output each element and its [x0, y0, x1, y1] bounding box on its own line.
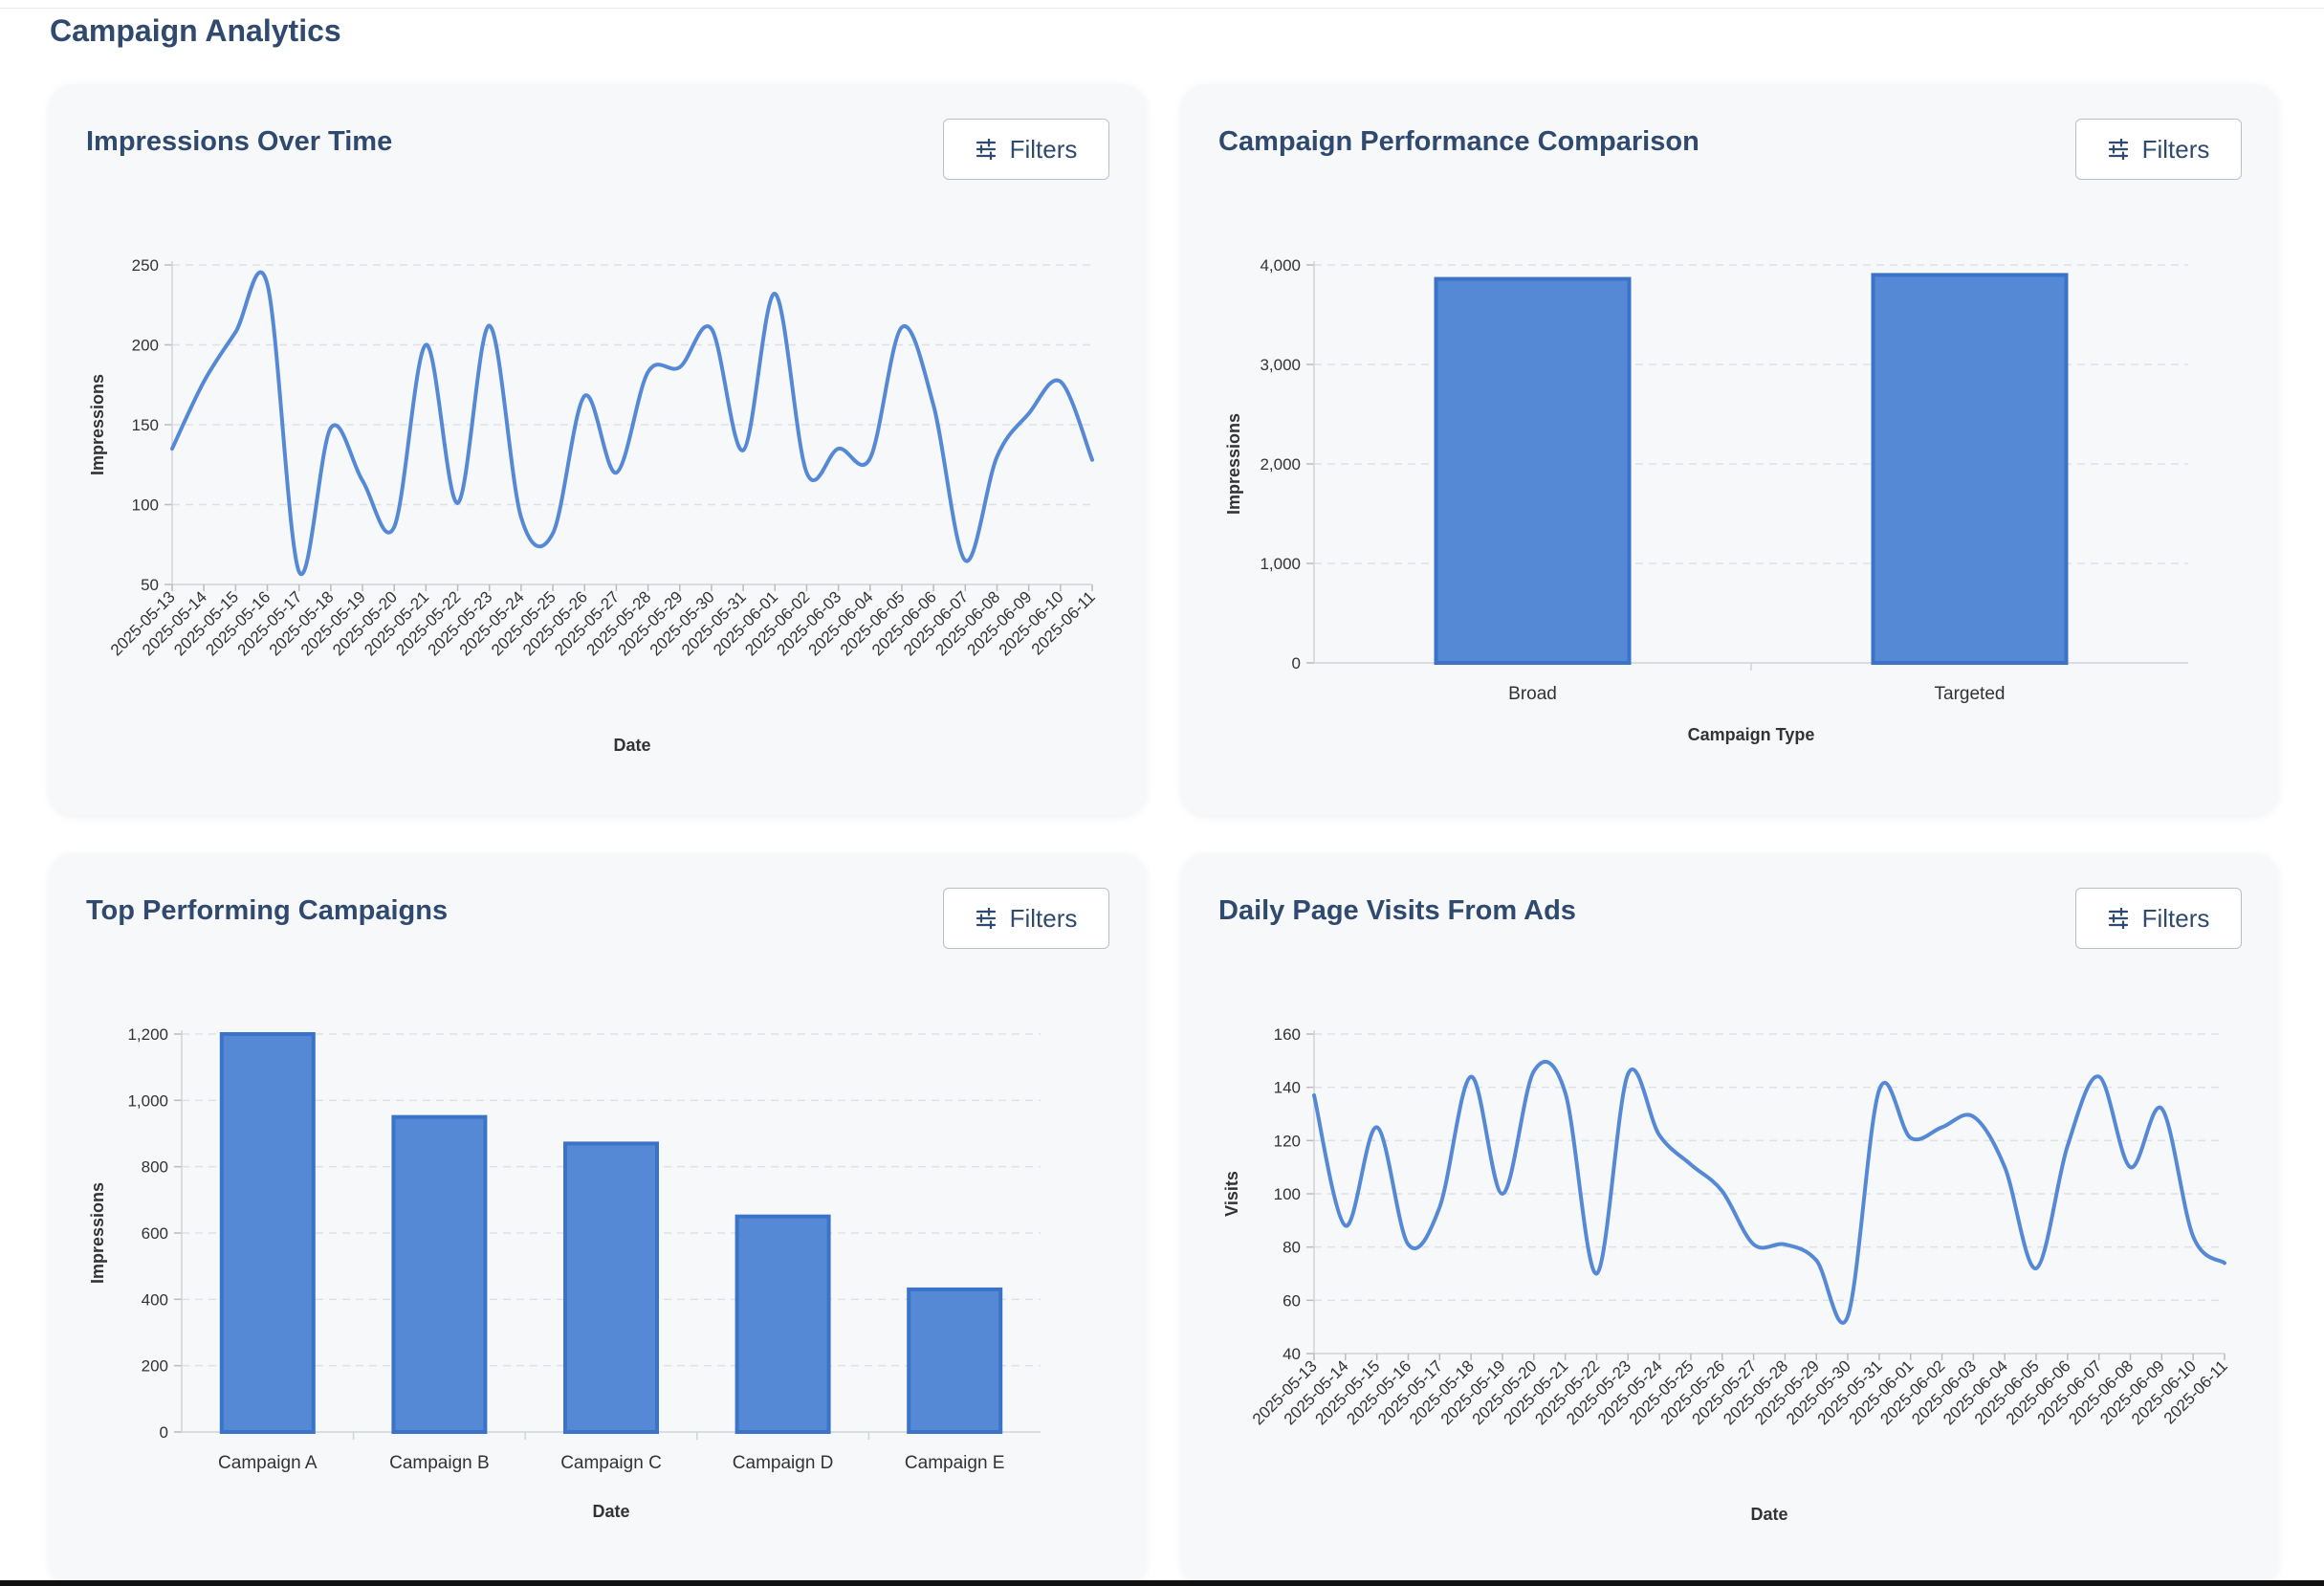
filters-button-label: Filters	[1009, 903, 1078, 933]
y-tick-label: 40	[1283, 1345, 1301, 1363]
sliders-icon	[2108, 139, 2131, 160]
sliders-icon-graphic	[2108, 908, 2128, 929]
series-line	[170, 270, 1094, 577]
y-tick-label: 120	[1274, 1132, 1301, 1150]
y-tick-label: 1,000	[127, 1091, 168, 1110]
y-tick-label: 250	[132, 256, 159, 275]
bar	[563, 1141, 659, 1434]
card-title: Daily Page Visits From Ads	[1218, 895, 1576, 926]
card-title: Impressions Over Time	[86, 126, 393, 157]
y-axis-title: Impressions	[88, 1182, 107, 1284]
sliders-icon-graphic	[976, 139, 996, 160]
x-category-label: Campaign E	[905, 1453, 1005, 1473]
bar	[1871, 273, 2069, 665]
x-axis-title: Date	[613, 736, 650, 755]
sliders-icon-graphic	[976, 908, 996, 929]
x-axis-title: Date	[1750, 1505, 1787, 1524]
y-tick-label: 0	[1292, 654, 1301, 672]
x-category-label: Campaign D	[733, 1453, 834, 1473]
bar	[734, 1214, 831, 1434]
y-tick-label: 0	[160, 1423, 168, 1442]
sliders-icon	[2108, 908, 2131, 929]
chart-card-daily-page-visits: Daily Page Visits From Ads Filters 40 60 8…	[1182, 853, 2278, 1584]
y-tick-label: 160	[1274, 1025, 1301, 1044]
y-tick-label: 800	[142, 1158, 168, 1177]
bar	[907, 1287, 1003, 1434]
x-axis-title: Campaign Type	[1688, 725, 1815, 744]
bar	[391, 1114, 488, 1434]
x-category-label: Broad	[1508, 684, 1557, 704]
y-tick-label: 2,000	[1260, 455, 1301, 474]
y-tick-label: 600	[142, 1224, 168, 1243]
y-axis-title: Impressions	[1224, 413, 1243, 515]
filters-button[interactable]: Filters	[2075, 888, 2242, 949]
page-title: Campaign Analytics	[50, 13, 341, 48]
y-tick-label: 200	[142, 1357, 168, 1376]
filters-button[interactable]: Filters	[943, 119, 1109, 180]
chart-card-impressions-over-time: Impressions Over Time Filters 50 100 150 20…	[50, 84, 1146, 815]
sliders-icon	[976, 908, 998, 929]
y-tick-label: 1,000	[1260, 555, 1301, 573]
y-tick-label: 200	[132, 337, 159, 355]
x-category-label: Campaign C	[560, 1453, 662, 1473]
campaign-type-bar-chart: 0 1,000 2,000 3,000 4,000 Broad Targeted Impres…	[1224, 256, 2188, 744]
x-category-label: Campaign B	[389, 1453, 490, 1473]
y-tick-label: 400	[142, 1290, 168, 1309]
y-tick-label: 4,000	[1260, 256, 1301, 275]
card-title: Campaign Performance Comparison	[1218, 126, 1699, 157]
y-tick-label: 60	[1283, 1291, 1301, 1310]
sliders-icon-graphic	[2108, 139, 2128, 160]
y-tick-label: 100	[1274, 1185, 1301, 1203]
filters-button-label: Filters	[2141, 903, 2210, 933]
top-campaigns-bar-chart: 0 200 400 600 800 1,000 1,200 Campaign A Campaig…	[88, 1025, 1041, 1521]
chart-card-top-campaigns: Top Performing Campaigns Filters 0 200 400…	[50, 853, 1146, 1584]
bar	[219, 1032, 316, 1434]
y-tick-label: 150	[132, 416, 159, 434]
filters-button-label: Filters	[2141, 134, 2210, 164]
x-axis-title: Date	[592, 1502, 629, 1521]
top-divider	[0, 8, 2324, 9]
filters-button-label: Filters	[1009, 134, 1078, 164]
filters-button[interactable]: Filters	[2075, 119, 2242, 180]
y-tick-label: 80	[1283, 1239, 1301, 1257]
y-tick-label: 140	[1274, 1079, 1301, 1097]
bottom-edge-bar	[0, 1580, 2324, 1586]
filters-button[interactable]: Filters	[943, 888, 1109, 949]
y-axis-title: Visits	[1222, 1171, 1241, 1217]
page-visits-line-chart: 4060801001201401602025-05-132025-05-1420…	[1222, 1025, 2231, 1524]
card-title: Top Performing Campaigns	[86, 895, 449, 926]
y-tick-label: 100	[132, 496, 159, 515]
x-category-label: Targeted	[1935, 684, 2006, 704]
y-axis-title: Impressions	[88, 374, 107, 475]
bar	[1434, 276, 1632, 665]
chart-card-campaign-performance: Campaign Performance Comparison Filters …	[1182, 84, 2278, 815]
y-tick-label: 50	[141, 576, 159, 594]
impressions-line-chart: 501001502002502025-05-132025-05-142025-0…	[88, 256, 1099, 755]
y-tick-label: 3,000	[1260, 356, 1301, 374]
x-category-label: Campaign A	[218, 1453, 318, 1473]
series-line	[1312, 1060, 2226, 1325]
y-tick-label: 1,200	[127, 1025, 168, 1044]
sliders-icon	[976, 139, 998, 160]
